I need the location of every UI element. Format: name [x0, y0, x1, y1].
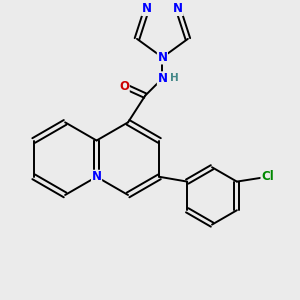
Text: N: N	[173, 2, 183, 16]
Text: N: N	[158, 51, 167, 64]
Text: H: H	[169, 74, 178, 83]
Text: N: N	[142, 2, 152, 16]
Text: N: N	[92, 170, 102, 183]
Text: O: O	[119, 80, 129, 92]
Text: Cl: Cl	[261, 170, 274, 183]
Text: N: N	[158, 72, 167, 85]
